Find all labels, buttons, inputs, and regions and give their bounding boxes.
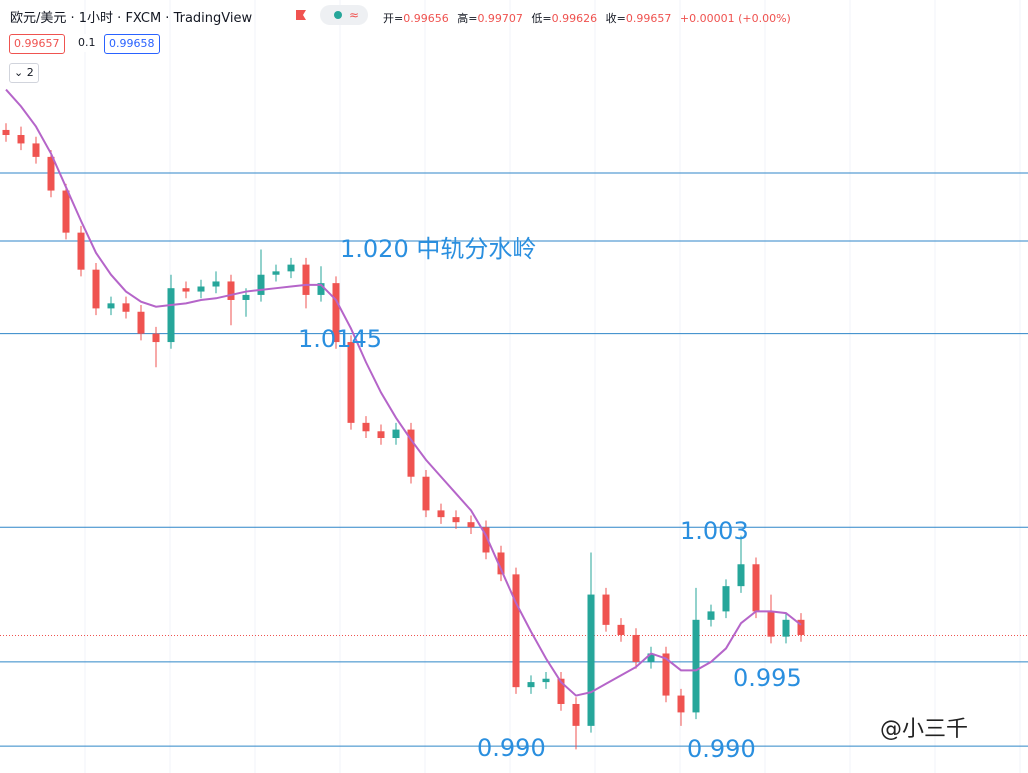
annotation: 0.995 — [733, 664, 802, 692]
ohlc-value: 0.99656 — [403, 12, 449, 25]
candle-body — [497, 552, 505, 575]
candle-body — [452, 517, 460, 523]
ohlc-value: 0.99657 — [625, 12, 672, 25]
candle-body — [722, 586, 730, 612]
ohlc-legend: 开=0.99656 高=0.99707 低=0.99626 收=0.99657 … — [383, 10, 791, 26]
candle-body — [557, 678, 565, 704]
candle-body — [332, 283, 340, 343]
candle-body — [632, 634, 640, 662]
candle-body — [767, 611, 775, 637]
candle-body — [257, 274, 265, 295]
candle-body — [782, 619, 790, 637]
candle-body — [662, 653, 670, 696]
candle-body — [152, 333, 160, 343]
status-dot — [334, 11, 342, 19]
candle-body — [797, 619, 805, 635]
candle-body — [272, 271, 280, 275]
candle-body — [377, 431, 385, 439]
candle-body — [587, 594, 595, 726]
candle-body — [737, 564, 745, 587]
chevron: ⌄ — [14, 66, 27, 79]
candle-body — [542, 678, 550, 683]
candle-body — [242, 294, 250, 300]
annotation: 0.990 — [687, 735, 756, 763]
candle-body — [227, 281, 235, 300]
spread: 0.1 — [74, 34, 100, 52]
candle-body — [77, 232, 85, 270]
candle-body — [137, 311, 145, 334]
candle-body — [677, 695, 685, 713]
candle-body — [212, 281, 220, 287]
annotation: 1.003 — [680, 517, 749, 545]
candle-body — [572, 703, 580, 726]
status-icon: ≈ — [349, 8, 360, 22]
candle-body — [647, 653, 655, 662]
candle-body — [707, 611, 715, 620]
candle-body — [287, 264, 295, 272]
candle-body — [167, 288, 175, 343]
status-pill[interactable]: ≈ — [320, 5, 368, 25]
candle-body — [62, 190, 70, 233]
candle-body — [32, 143, 40, 157]
ohlc-change: +0.00001 (+0.00%) — [679, 12, 791, 25]
candle-body — [527, 682, 535, 688]
candle-body — [407, 429, 415, 477]
symbol-title[interactable]: 欧元/美元 · 1小时 · FXCM · TradingView — [10, 11, 253, 26]
buy-price[interactable]: 0.99658 — [104, 34, 160, 54]
candle-body — [47, 156, 55, 191]
ohlc-value: 0.99626 — [551, 12, 598, 25]
annotation: 0.990 — [477, 734, 546, 762]
candle-body — [2, 129, 10, 136]
candle-body — [362, 422, 370, 432]
candle-body — [752, 564, 760, 612]
indicator-toggle[interactable]: ⌄ 2 — [9, 63, 39, 83]
candle-body — [482, 527, 490, 553]
ohlc-label: 高= — [457, 12, 478, 25]
candle-body — [392, 429, 400, 439]
candle-body — [182, 288, 190, 292]
sell-price[interactable]: 0.99657 — [9, 34, 65, 54]
flag-icon[interactable] — [296, 10, 306, 20]
candle-body — [17, 135, 25, 144]
indicator-count: 2 — [26, 66, 34, 79]
candle-body — [692, 619, 700, 713]
candle-body — [617, 624, 625, 635]
candle-body — [602, 594, 610, 625]
candle-body — [437, 510, 445, 518]
candle-body — [347, 342, 355, 423]
annotation: 1.020 中轨分水岭 — [340, 235, 537, 263]
candle-body — [302, 264, 310, 295]
candle-body — [197, 286, 205, 292]
ohlc-label: 开= — [383, 12, 404, 25]
ohlc-label: 低= — [531, 12, 552, 25]
candle-body — [512, 574, 520, 688]
ohlc-label: 收= — [605, 12, 626, 25]
candle-body — [422, 476, 430, 511]
candle-body — [467, 522, 475, 528]
ohlc-value: 0.99707 — [477, 12, 523, 25]
candle-body — [107, 303, 115, 309]
candle-body — [92, 269, 100, 309]
annotation: 1.0145 — [298, 325, 382, 353]
moving-average — [5, 88, 802, 697]
candle-body — [317, 283, 325, 295]
watermark: @小三千 — [880, 717, 969, 742]
candle-body — [122, 303, 130, 312]
